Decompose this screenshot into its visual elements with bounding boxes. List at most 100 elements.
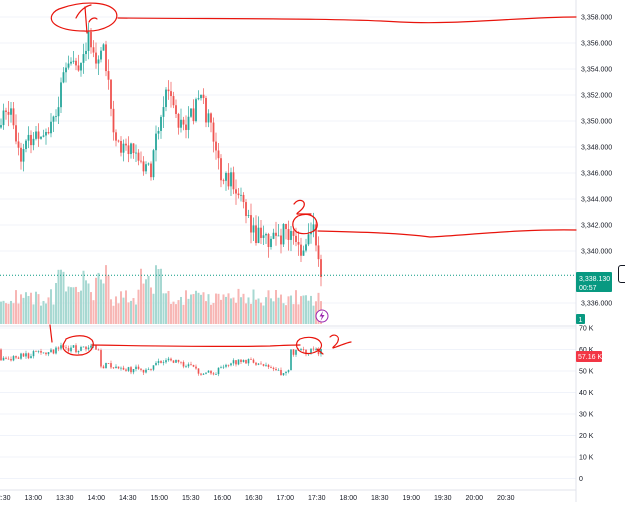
volume-bar	[50, 289, 52, 324]
candle-body	[110, 79, 112, 109]
candle-body	[250, 215, 252, 233]
indicator-axis[interactable]: 70 K 60 K 50 K 40 K 30 K 20 K 10 K 0	[579, 326, 594, 484]
indicator-body	[317, 349, 320, 355]
volume-bar	[55, 283, 57, 324]
indicator-body	[105, 362, 107, 369]
indicator-body	[275, 368, 277, 371]
volume-bar	[102, 283, 105, 324]
indicator-body	[180, 361, 182, 363]
candle-body	[210, 113, 212, 123]
indicator-body	[260, 363, 262, 365]
indicator-body	[160, 361, 162, 363]
candle-body	[32, 138, 35, 146]
candle-body	[87, 31, 90, 51]
volume-bar	[22, 297, 25, 324]
indicator-body	[17, 357, 20, 359]
indicator-body	[280, 369, 282, 376]
volume-bar	[87, 283, 90, 324]
volume-bar	[295, 290, 297, 324]
indicator-body	[310, 348, 312, 354]
candle-body	[300, 244, 302, 256]
candle-body	[265, 234, 267, 236]
candle-body	[12, 108, 15, 126]
indicator-body	[192, 364, 195, 367]
volume-bar	[105, 265, 107, 324]
time-tick-label: 18:30	[371, 495, 389, 502]
candle-body	[305, 244, 307, 251]
candle-body	[152, 150, 155, 178]
volume-bar	[172, 301, 175, 324]
candle-body	[287, 229, 290, 240]
candle-body	[245, 202, 247, 216]
candle-body	[247, 215, 250, 216]
indicator-tick-label: 50 K	[579, 369, 594, 376]
volume-bar	[267, 290, 270, 324]
candle-body	[225, 172, 227, 181]
candle-body	[10, 108, 12, 115]
volume-bar	[147, 275, 150, 324]
price-tick-label: 3,356.000	[581, 41, 612, 48]
candle-body	[127, 145, 130, 155]
indicator-body	[110, 363, 112, 368]
volume-bar	[170, 303, 172, 324]
volume-bar	[235, 302, 237, 324]
volume-bar	[115, 296, 117, 324]
candle-body	[315, 224, 317, 246]
volume-bar	[20, 294, 22, 324]
indicator-tick-label: 70 K	[579, 326, 594, 333]
time-tick-label: 16:30	[245, 495, 263, 502]
time-tick-label: 20:30	[497, 495, 515, 502]
volume-bar	[45, 303, 47, 324]
indicator-body	[172, 360, 175, 363]
drawing-circle-2	[292, 213, 318, 235]
candle-body	[107, 71, 110, 80]
volume-bar	[37, 294, 40, 324]
volume-bar	[165, 293, 167, 324]
candle-body	[62, 72, 65, 83]
volume-bar	[230, 298, 232, 324]
candle-body	[102, 44, 105, 51]
volume-bar	[142, 283, 145, 324]
volume-bar	[130, 300, 132, 324]
candle-body	[55, 116, 57, 118]
candle-body	[92, 47, 95, 53]
candle-body	[100, 50, 102, 60]
price-axis[interactable]: 3,358.000 3,356.000 3,354.000 3,352.000 3,35…	[581, 15, 612, 308]
indicator-body	[230, 363, 232, 366]
candle-body	[187, 116, 190, 130]
indicator-body	[195, 366, 197, 369]
volume-bar	[100, 279, 102, 324]
price-scale-handle[interactable]	[618, 265, 625, 283]
time-tick-label: 17:30	[308, 495, 326, 502]
indicator-candles	[0, 342, 322, 377]
indicator-tick-label: 0	[579, 476, 583, 483]
indicator-body	[150, 369, 152, 370]
indicator-body	[62, 345, 65, 348]
lightning-icon[interactable]	[315, 309, 329, 323]
candle-body	[22, 149, 25, 162]
indicator-body	[315, 349, 317, 350]
indicator-body	[65, 347, 67, 349]
volume-bar	[135, 304, 137, 324]
candle-body	[290, 231, 292, 240]
time-axis[interactable]: 12:30 13:00 13:30 14:00 14:30 15:00 15:30 16:00…	[0, 495, 515, 502]
indicator-body	[205, 372, 207, 374]
price-tick-label: 3,344.000	[581, 197, 612, 204]
indicator-body	[312, 348, 315, 350]
time-tick-label: 19:00	[403, 495, 421, 502]
volume-bar	[2, 300, 5, 324]
indicator-body	[85, 346, 87, 350]
price-tick-label: 3,336.000	[581, 301, 612, 308]
volume-bar	[70, 287, 72, 324]
candle-body	[42, 135, 45, 137]
candle-body	[145, 164, 147, 172]
volume-bar	[92, 300, 95, 324]
indicator-body	[82, 346, 85, 348]
volume-bar	[162, 293, 165, 324]
drawing-bottom-number-2	[329, 334, 352, 349]
indicator-body	[55, 347, 57, 354]
volume-bar	[157, 269, 160, 324]
indicator-body	[7, 358, 10, 360]
volume-bar	[40, 305, 42, 324]
